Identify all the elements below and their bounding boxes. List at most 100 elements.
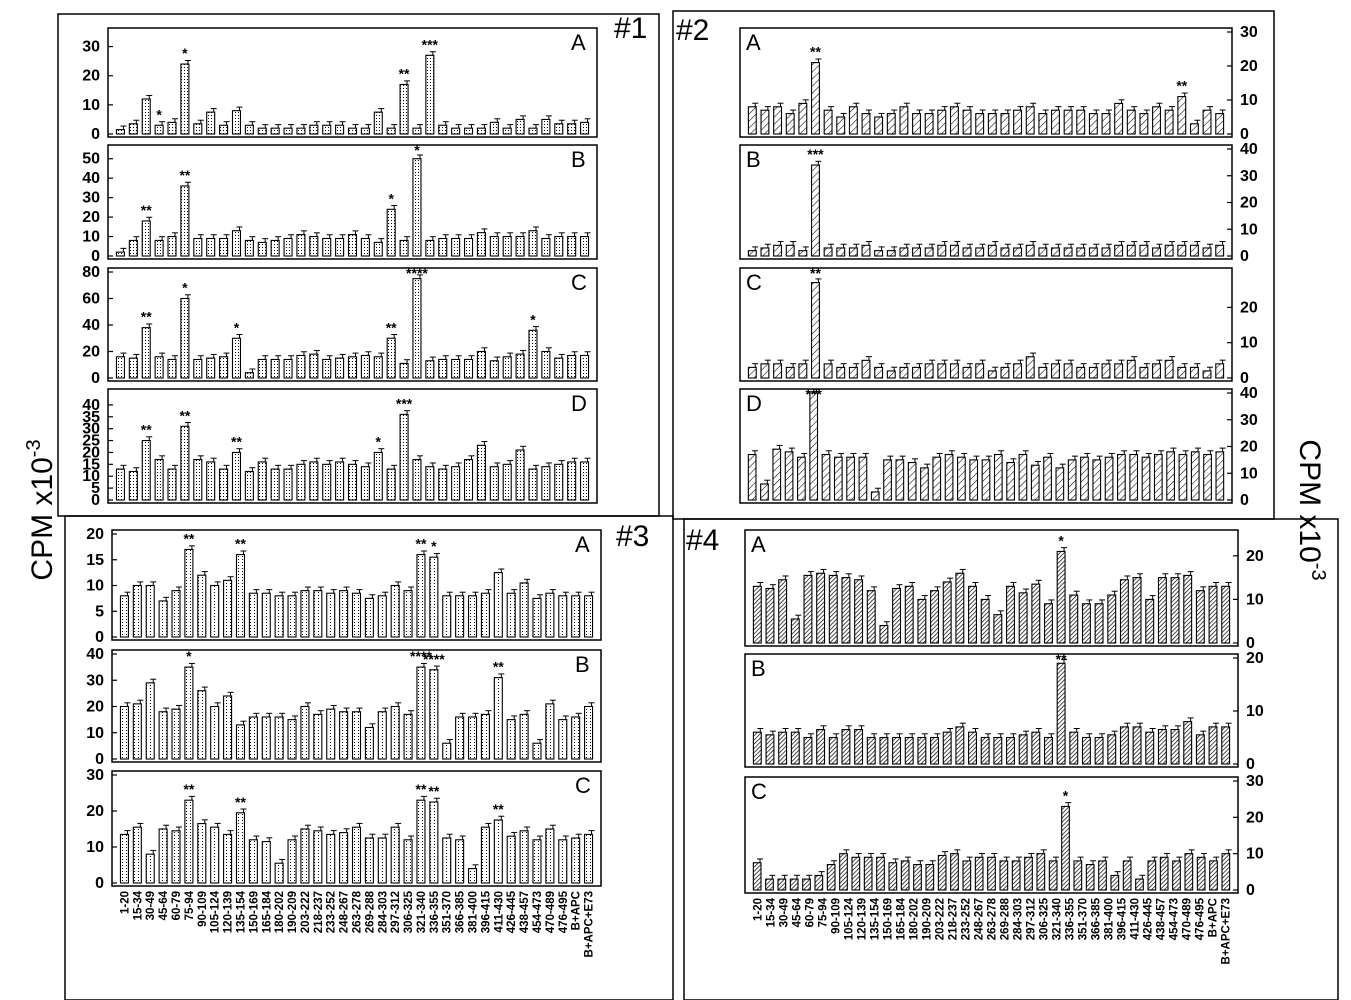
bar xyxy=(798,102,808,135)
bar xyxy=(814,874,824,891)
bar xyxy=(1006,461,1015,501)
x-tick-label: 411-430 xyxy=(1130,898,1142,940)
bar xyxy=(1221,585,1231,644)
bar xyxy=(1195,734,1205,765)
bar xyxy=(339,711,349,760)
y-tick-label: 30 xyxy=(86,767,104,784)
panel-letter: D xyxy=(746,391,762,416)
bar xyxy=(558,719,568,760)
x-tick-label: 203-222 xyxy=(935,898,947,940)
bar xyxy=(248,716,258,760)
bar xyxy=(870,491,880,501)
bar xyxy=(145,584,155,638)
bar xyxy=(115,468,125,501)
bar xyxy=(1172,860,1181,891)
bar xyxy=(567,354,577,379)
x-tick-label: 248-267 xyxy=(339,891,351,933)
panel-letter: A xyxy=(746,30,761,55)
bar xyxy=(119,705,129,760)
bar xyxy=(1164,244,1174,257)
bar xyxy=(558,839,568,884)
bar xyxy=(846,456,855,501)
significance-mark: * xyxy=(186,648,192,664)
bar xyxy=(841,577,851,644)
significance-mark: * xyxy=(156,106,162,122)
bar xyxy=(377,595,387,638)
bar xyxy=(141,98,151,135)
bar xyxy=(515,118,525,135)
bar xyxy=(777,878,787,891)
bar xyxy=(1098,860,1107,891)
bar xyxy=(1183,721,1193,765)
bar xyxy=(874,116,884,135)
bar xyxy=(765,734,775,765)
bar xyxy=(438,468,448,501)
bar xyxy=(816,572,826,644)
x-tick-label: 233-252 xyxy=(961,898,973,940)
bar xyxy=(858,456,868,501)
bar xyxy=(773,244,783,257)
bar xyxy=(1139,366,1149,379)
bar xyxy=(528,468,538,501)
bar xyxy=(1145,598,1155,644)
bar xyxy=(223,579,233,638)
bar xyxy=(296,354,306,379)
bar xyxy=(455,716,465,760)
bar xyxy=(231,337,242,379)
bar xyxy=(760,483,769,501)
x-tick-label: 165-184 xyxy=(896,897,908,940)
bar xyxy=(1114,102,1124,135)
bar xyxy=(489,121,499,135)
bar xyxy=(1088,366,1098,379)
x-tick-label: 90-109 xyxy=(831,898,843,934)
x-tick-label: 366-385 xyxy=(1091,897,1103,940)
bar xyxy=(1221,853,1231,891)
bar xyxy=(154,459,164,501)
bar xyxy=(425,360,435,379)
bar xyxy=(326,708,336,760)
bar xyxy=(322,358,332,379)
bar xyxy=(184,548,194,638)
bar xyxy=(925,864,935,891)
bar xyxy=(184,799,194,884)
bar xyxy=(463,237,474,257)
bar xyxy=(313,830,323,884)
x-tick-label: 45-64 xyxy=(792,897,804,927)
quadrant-4-frame xyxy=(683,518,1339,1000)
bar xyxy=(1202,109,1212,135)
bar xyxy=(528,127,538,135)
x-axis-labels: 1-20 15-34 30-49 45-64 60-79 75-94 90-109 105-1… xyxy=(119,890,1232,964)
y-tick-label: 10 xyxy=(82,229,100,246)
bar xyxy=(425,466,435,501)
bar xyxy=(1006,585,1015,644)
bar xyxy=(364,837,374,884)
bar xyxy=(451,127,461,135)
bar xyxy=(1092,459,1102,501)
bar xyxy=(197,574,207,638)
x-tick-label: B+APC+E73 xyxy=(1221,898,1233,964)
bar xyxy=(854,728,864,765)
bar xyxy=(390,584,400,638)
panel-letter: A xyxy=(751,532,766,557)
bar xyxy=(900,860,910,891)
panel-letter: C xyxy=(575,773,591,798)
bar xyxy=(802,878,811,891)
x-tick-label: 30-49 xyxy=(145,891,157,920)
y-tick-label: 0 xyxy=(95,629,104,646)
bar xyxy=(532,597,542,638)
x-tick-label: 470-489 xyxy=(1182,898,1194,940)
x-tick-label: 396-415 xyxy=(480,890,492,933)
bar xyxy=(912,113,921,135)
panel-letter: C xyxy=(746,270,762,295)
bar xyxy=(480,713,490,760)
bar xyxy=(999,860,1009,891)
bar xyxy=(833,456,843,501)
bar xyxy=(886,370,896,379)
panel-letter: A xyxy=(571,30,586,55)
x-tick-label: 454-473 xyxy=(532,891,544,933)
bar xyxy=(545,828,555,884)
bar xyxy=(300,705,310,760)
bar xyxy=(206,237,216,257)
bar xyxy=(287,595,297,638)
